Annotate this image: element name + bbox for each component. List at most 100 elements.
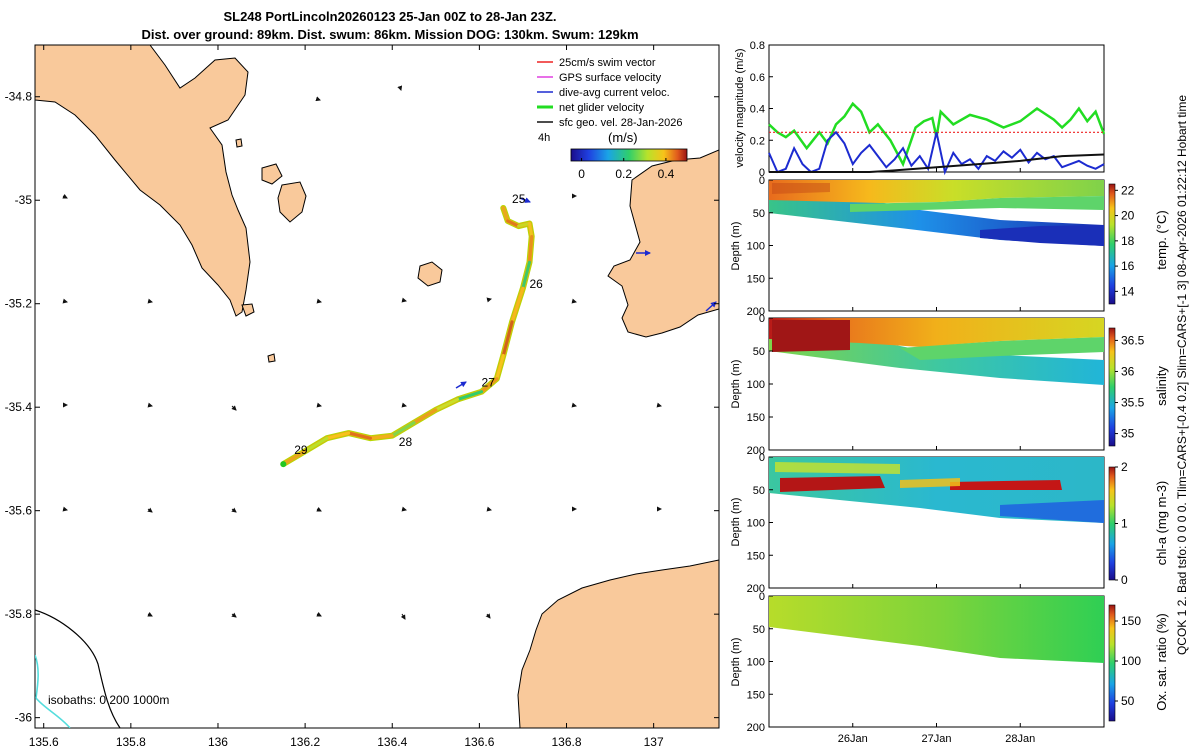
map-y-tick-label: -35.4 [5, 400, 33, 414]
velocity-series-line [768, 101, 1106, 168]
depth-tick-label: 50 [753, 208, 765, 220]
depth-tick-label: 200 [747, 722, 765, 734]
map-y-tick-label: -35.8 [5, 607, 33, 621]
track-segment [325, 431, 351, 440]
chlorophyll-panel: 0 50 100 150 200 Depth (m) 0 1 2 chl-a (mg m-3… [730, 452, 1169, 595]
land-kangaroo-island [517, 559, 719, 728]
legend-label-net: net glider velocity [559, 102, 644, 114]
time-step-label: 4h [538, 132, 550, 144]
salinity-ylabel: Depth (m) [730, 360, 742, 409]
current-arrow [455, 381, 467, 389]
geo-arrow [147, 298, 153, 304]
salinity-panel: 0 50 100 150 200 Depth (m) 35 35.5 36 36.5 sali… [730, 313, 1169, 457]
map-x-ticks: 135.6 135.8 136 136.2 136.4 136.6 136.8 137 [29, 45, 664, 749]
colorbar-tick-label: 20 [1121, 209, 1135, 223]
velocity-y-tick-label: 0.4 [750, 104, 765, 116]
map-x-tick-label: 137 [644, 735, 664, 749]
speed-colorbar-label: (m/s) [608, 130, 638, 145]
geo-arrow [571, 402, 577, 408]
legend-label-gps: GPS surface velocity [559, 72, 662, 84]
temperature-colorbar [1108, 183, 1116, 305]
oxygen-field [769, 596, 1104, 663]
time-tick-label: 26Jan [838, 733, 868, 745]
colorbar-tick-label: 36 [1121, 364, 1135, 378]
velocity-panel: 0 0.2 0.4 0.6 0.8 velocity magnitude (m/s) [734, 40, 1106, 179]
depth-tick-label: 200 [747, 445, 765, 457]
salinity-y-ticks: 0 50 100 150 200 [747, 313, 773, 457]
velocity-y-tick-label: 0.8 [750, 40, 765, 52]
colorbar-tick-label: 0 [1121, 573, 1128, 587]
glider-track-group [280, 197, 717, 468]
geo-arrow [231, 507, 237, 513]
current-arrow [519, 197, 531, 203]
geo-arrow [316, 611, 322, 617]
colorbar-tick-label: 100 [1121, 654, 1141, 668]
island-1 [277, 181, 307, 223]
depth-tick-label: 0 [759, 313, 765, 325]
velocity-y-tick-label: 0 [759, 167, 765, 179]
side-note: QCOK 1 2. Bad tsfo: 0 0 0 0. Tlim=CARS+[… [1175, 95, 1189, 655]
geo-arrow [231, 405, 237, 411]
isobaths-label: isobaths: 0 200 1000m [48, 693, 169, 707]
map-x-tick-label: 136 [208, 735, 228, 749]
depth-tick-label: 50 [753, 346, 765, 358]
depth-tick-label: 150 [747, 412, 765, 424]
geo-arrow [316, 402, 322, 408]
map-x-tick-label: 136.2 [290, 735, 320, 749]
depth-tick-label: 0 [759, 591, 765, 603]
depth-tick-label: 200 [747, 583, 765, 595]
geo-arrow [485, 613, 491, 619]
temperature-y-ticks: 0 50 100 150 200 [747, 175, 773, 318]
temperature-colorbar-label: temp. (°C) [1154, 210, 1169, 269]
map-y-tick-label: -34.8 [5, 90, 33, 104]
map-y-ticks: -34.8 -35 -35.2 -35.4 -35.6 -35.8 -36 [5, 90, 719, 725]
chlorophyll-ylabel: Depth (m) [730, 498, 742, 547]
day-label: 29 [294, 443, 308, 457]
salinity-colorbar-label: salinity [1154, 366, 1169, 406]
map-y-tick-label: -35.2 [5, 297, 33, 311]
geo-arrow [571, 298, 577, 304]
time-tick-label: 28Jan [1005, 733, 1035, 745]
oxygen-y-ticks: 0 50 100 150 200 [747, 591, 773, 734]
map-x-tick-label: 136.6 [464, 735, 494, 749]
geo-arrow [401, 402, 407, 408]
island-3 [417, 261, 443, 287]
velocity-y-ticks: 0 0.2 0.4 0.6 0.8 [750, 40, 773, 179]
track-segment [506, 219, 521, 228]
salinity-deep-layer [769, 338, 1104, 385]
day-label: 25 [512, 192, 526, 206]
geo-velocity-arrows [62, 85, 662, 620]
velocity-y-tick-label: 0.6 [750, 72, 765, 84]
day-labels: 25 26 27 28 29 [294, 192, 543, 457]
temperature-mid-layer [850, 196, 1104, 212]
depth-tick-label: 50 [753, 624, 765, 636]
island-5 [267, 353, 276, 363]
geo-arrow [316, 298, 322, 304]
oxygen-x-ticks: 26Jan 27Jan 28Jan [838, 168, 1035, 745]
chlorophyll-colorbar [1108, 466, 1116, 581]
map-y-tick-label: -35 [15, 193, 33, 207]
geo-arrow [62, 298, 68, 304]
depth-tick-label: 100 [747, 241, 765, 253]
island-2 [261, 163, 283, 185]
depth-tick-label: 100 [747, 518, 765, 530]
legend-label-current: dive-avg current veloc. [559, 87, 670, 99]
track-segment [521, 260, 531, 290]
chlorophyll-colorbar-label: chl-a (mg m-3) [1154, 481, 1169, 566]
salinity-colorbar [1108, 327, 1116, 447]
geo-arrow [147, 507, 153, 513]
chlorophyll-maximum-2 [950, 480, 1062, 490]
track-segment [303, 436, 329, 453]
island-6 [235, 138, 243, 148]
map-x-tick-label: 135.6 [29, 735, 59, 749]
track-segment [480, 377, 499, 394]
geo-arrow [656, 402, 662, 408]
temperature-ylabel: Depth (m) [730, 222, 742, 271]
geo-arrow [147, 611, 153, 617]
salinity-surface-layer [769, 318, 1104, 347]
map-y-tick-label: -36 [15, 711, 33, 725]
title-line-1: SL248 PortLincoln20260123 25-Jan 00Z to … [223, 9, 557, 24]
